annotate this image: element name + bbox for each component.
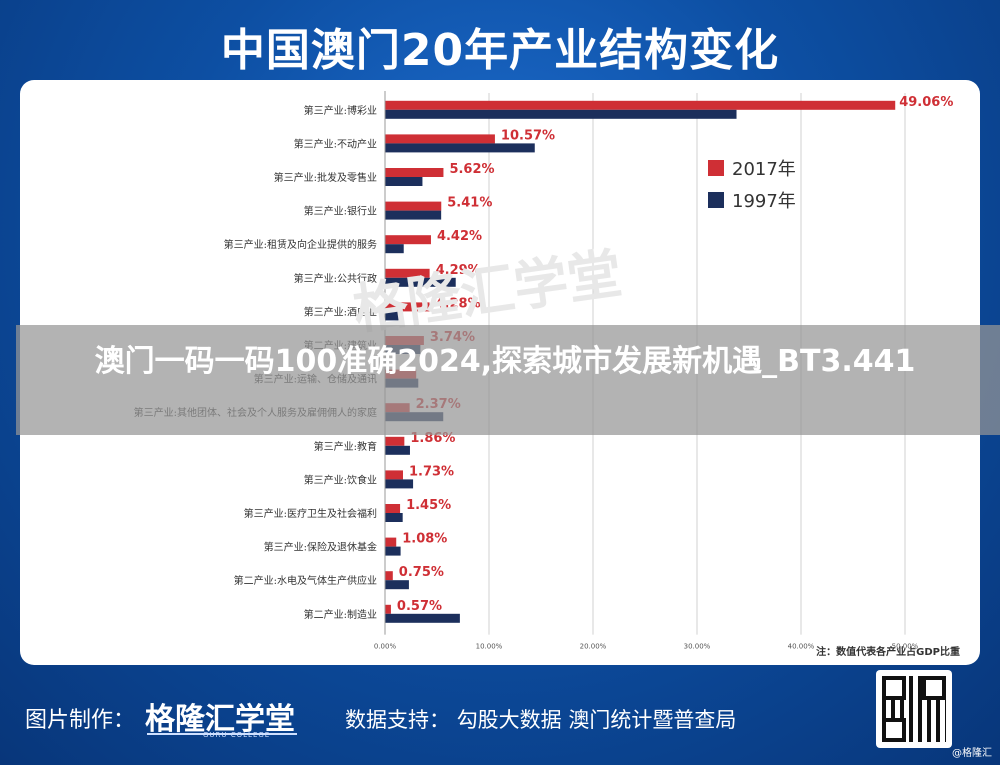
x-tick-label: 40.00% [788, 643, 815, 651]
made-by-label: 图片制作： [25, 708, 136, 733]
bar-2017 [385, 504, 401, 513]
x-tick-label: 50.00% [892, 643, 919, 651]
bar-1997 [385, 311, 402, 321]
data-label: 5.62% [449, 162, 494, 177]
category-label: 第三产业:医疗卫生及社会福利 [244, 507, 377, 520]
legend-swatch [708, 192, 724, 208]
overlay-banner-text: 澳门一码一码100准确2024,探索城市发展新机遇_BT3.441 [94, 344, 916, 379]
data-label: 10.57% [501, 128, 555, 143]
x-tick-label: 30.00% [684, 643, 711, 651]
bar-1997 [385, 580, 409, 590]
source-label: 数据支持： [345, 708, 450, 732]
bar-2017 [385, 100, 896, 110]
x-tick-label: 10.00% [476, 643, 503, 651]
data-label: 4.42% [437, 229, 482, 244]
bar-2017 [385, 134, 495, 144]
category-label: 第三产业:不动产业 [294, 137, 377, 150]
data-label: 1.08% [402, 532, 447, 547]
data-label: 5.41% [447, 196, 492, 211]
category-label: 第三产业:饮食业 [304, 473, 377, 486]
bar-1997 [385, 244, 404, 254]
category-label: 第三产业:租赁及向企业提供的服务 [224, 238, 377, 251]
data-label: 4.28% [436, 296, 481, 311]
page-title: 中国澳门20年产业结构变化 [220, 25, 780, 76]
x-tick-label: 0.00% [374, 643, 397, 651]
bar-1997 [385, 479, 414, 489]
category-label: 第二产业:制造业 [304, 608, 377, 621]
category-label: 第三产业:批发及零售业 [274, 171, 377, 184]
qr-code-icon [876, 670, 952, 748]
overlay-banner [16, 325, 1000, 435]
data-label: 4.29% [436, 263, 481, 278]
bar-1997 [385, 513, 403, 522]
corner-credit: @格隆汇 [952, 748, 992, 759]
bar-1997 [385, 613, 460, 623]
brand-subtitle: GURU COLLEGE [203, 731, 271, 739]
bar-2017 [385, 537, 397, 547]
bar-1997 [385, 445, 410, 455]
category-label: 第三产业:教育 [314, 440, 377, 453]
bar-1997 [385, 210, 442, 220]
category-label: 第三产业:酒店业 [304, 305, 377, 318]
bar-2017 [385, 168, 444, 177]
bar-1997 [385, 109, 737, 119]
brand-underline [147, 733, 297, 735]
bar-2017 [385, 571, 393, 581]
bar-1997 [385, 277, 456, 287]
category-label: 第三产业:博彩业 [304, 104, 377, 117]
bar-2017 [385, 604, 391, 614]
chart-note: 注：数值代表各产业占GDP比重 [816, 645, 960, 658]
brand-logo-text: 格隆汇学堂 [145, 702, 295, 737]
legend-label: 2017年 [732, 159, 796, 180]
bar-1997 [385, 546, 401, 556]
bar-2017 [385, 268, 430, 278]
category-label: 第三产业:公共行政 [294, 272, 377, 285]
bar-2017 [385, 235, 431, 245]
bar-2017 [385, 201, 442, 211]
bar-2017 [385, 470, 403, 480]
legend-label: 1997年 [732, 191, 796, 212]
data-label: 0.75% [399, 565, 444, 580]
bar-2017 [385, 436, 405, 446]
data-source: 数据支持： 勾股大数据 澳门统计暨普查局 [345, 704, 736, 734]
data-label: 1.73% [409, 464, 454, 479]
source-names: 勾股大数据 澳门统计暨普查局 [456, 708, 737, 732]
legend-swatch [708, 160, 724, 176]
category-label: 第二产业:水电及气体生产供应业 [234, 574, 377, 587]
category-label: 第三产业:银行业 [304, 205, 377, 218]
data-label: 0.57% [397, 599, 442, 614]
data-label: 49.06% [899, 95, 953, 110]
data-label: 1.45% [406, 498, 451, 513]
x-tick-label: 20.00% [580, 643, 607, 651]
bar-1997 [385, 177, 423, 186]
bar-1997 [385, 143, 535, 153]
category-label: 第三产业:保险及退休基金 [264, 541, 377, 554]
bar-2017 [385, 302, 430, 312]
